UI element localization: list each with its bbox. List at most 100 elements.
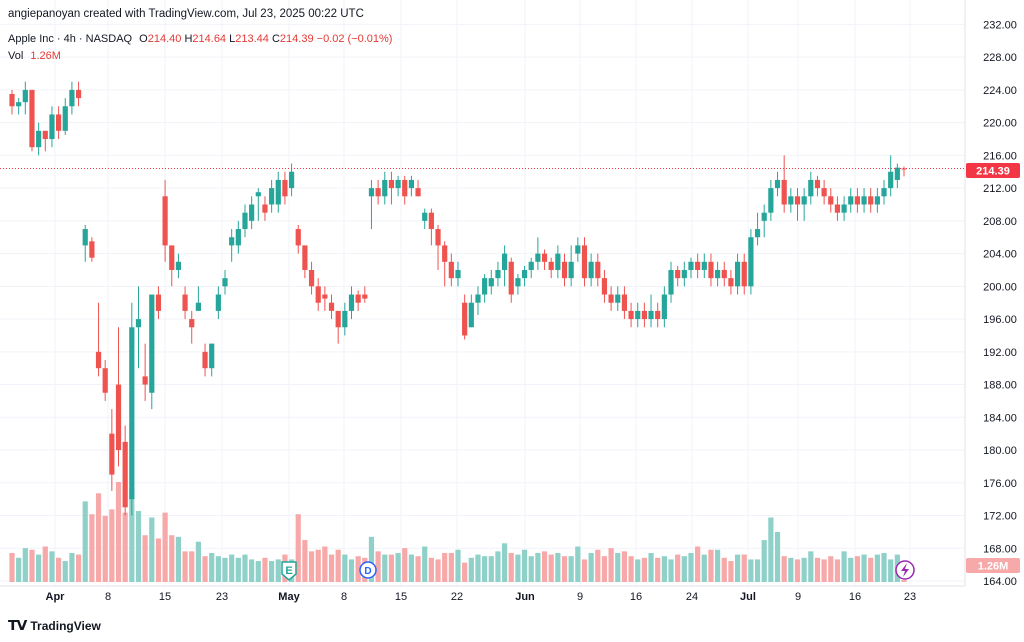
candle-body xyxy=(868,196,874,205)
candle-body xyxy=(162,196,168,246)
price-tick-label: 180.00 xyxy=(983,445,1017,457)
volume-bar xyxy=(322,546,328,582)
volume-bar xyxy=(881,552,887,582)
price-tag: 214.39 xyxy=(976,166,1010,178)
volume-bar xyxy=(229,554,235,582)
time-axis[interactable]: Apr 8 15 23 May 8 15 22 Jun 9 16 24 Jul 9 16 23 xyxy=(46,591,917,603)
close-value: 214.39 xyxy=(279,33,314,45)
price-tick-label: 200.00 xyxy=(983,281,1017,293)
candle-body xyxy=(874,196,880,205)
candle-body xyxy=(22,89,28,103)
candle-body xyxy=(402,179,408,197)
candle-body xyxy=(595,261,601,279)
candle-body xyxy=(528,261,534,270)
candle-body xyxy=(388,179,395,189)
candle-body xyxy=(288,171,295,189)
volume-bar xyxy=(528,556,534,582)
candle-body xyxy=(834,204,841,213)
volume-bar xyxy=(202,556,208,582)
volume-bar xyxy=(588,552,594,582)
candle-body xyxy=(721,269,727,279)
volume-bar xyxy=(515,554,521,582)
time-tick-label: 15 xyxy=(159,591,171,603)
candle-body xyxy=(209,343,215,369)
volume-bar xyxy=(242,554,248,582)
volume-bar xyxy=(482,556,488,582)
volume-legend[interactable]: Vol 1.26M xyxy=(8,50,61,62)
price-axis[interactable]: 164.00 168.00 172.00 176.00 180.00 184.00 188.… xyxy=(983,19,1017,588)
volume-bar xyxy=(122,512,128,582)
volume-bar xyxy=(655,557,661,582)
volume-bar xyxy=(442,552,448,582)
price-tick-label: 220.00 xyxy=(983,118,1017,130)
volume-label: Vol xyxy=(8,50,24,62)
open-value: 214.40 xyxy=(147,33,182,45)
candle-body xyxy=(814,179,821,189)
dividend-marker[interactable]: D xyxy=(359,561,377,579)
volume-bar xyxy=(715,549,721,582)
price-tick-label: 216.00 xyxy=(983,150,1017,162)
candle-body xyxy=(195,302,201,311)
volume-bar xyxy=(308,551,315,582)
candle-body xyxy=(581,245,588,279)
candle-body xyxy=(55,114,62,131)
volume-bar xyxy=(55,557,62,582)
candle-body xyxy=(548,261,554,270)
time-tick-label: 8 xyxy=(341,591,347,603)
candle-body xyxy=(621,294,628,311)
candle-body xyxy=(308,269,315,287)
candle-body xyxy=(601,278,608,295)
candle-body xyxy=(555,253,561,270)
candle-body xyxy=(95,351,102,369)
time-tick-label: 9 xyxy=(577,591,583,603)
dividend-marker-label: D xyxy=(364,566,371,577)
earnings-marker[interactable]: E xyxy=(281,561,297,581)
close-label: C xyxy=(271,33,280,45)
open-label: O xyxy=(139,33,148,45)
volume-bar xyxy=(155,538,162,582)
candle-body xyxy=(655,310,661,320)
volume-bar xyxy=(295,514,301,582)
volume-bar xyxy=(408,554,415,582)
volume-bar xyxy=(129,488,135,582)
candle-body xyxy=(448,261,454,279)
candle-body xyxy=(442,245,448,262)
volume-bar xyxy=(375,551,381,582)
candle-body xyxy=(854,196,861,205)
volume-bar xyxy=(661,556,667,582)
candle-body xyxy=(222,278,228,287)
high-label: H xyxy=(184,33,193,45)
volume-bar xyxy=(721,557,727,582)
volume-bar xyxy=(861,554,867,582)
volume-bar xyxy=(868,557,874,582)
time-tick-label: Jun xyxy=(515,591,535,603)
volume-bar xyxy=(169,535,175,582)
candle-body xyxy=(501,253,508,270)
candle-body xyxy=(135,319,142,328)
volume-bar xyxy=(555,552,561,582)
candle-body xyxy=(462,302,468,336)
volume-bar xyxy=(501,543,508,582)
symbol-legend[interactable]: Apple Inc · 4h · NASDAQ O214.40 H214.64 … xyxy=(8,33,392,45)
volume-bar xyxy=(834,559,841,582)
candle-body xyxy=(688,261,694,270)
candle-body xyxy=(362,294,368,299)
volume-bar xyxy=(814,557,821,582)
lightning-icon[interactable] xyxy=(895,560,915,580)
candle-body xyxy=(368,188,375,197)
volume-bar xyxy=(541,551,548,582)
candle-body xyxy=(62,106,68,131)
time-tick-label: May xyxy=(278,591,300,603)
volume-bar xyxy=(269,561,275,582)
candle-body xyxy=(695,261,701,270)
symbol-name[interactable]: Apple Inc · 4h · NASDAQ xyxy=(8,33,133,45)
candle-body xyxy=(302,245,308,270)
volume-bar xyxy=(874,554,880,582)
time-tick-label: Jul xyxy=(740,591,756,603)
tradingview-footer[interactable]: 𝗧𝗩 TradingView xyxy=(8,617,101,634)
volume-bar xyxy=(382,554,388,582)
candle-body xyxy=(342,310,348,328)
volume-bar xyxy=(854,556,861,582)
candle-body xyxy=(9,93,15,107)
